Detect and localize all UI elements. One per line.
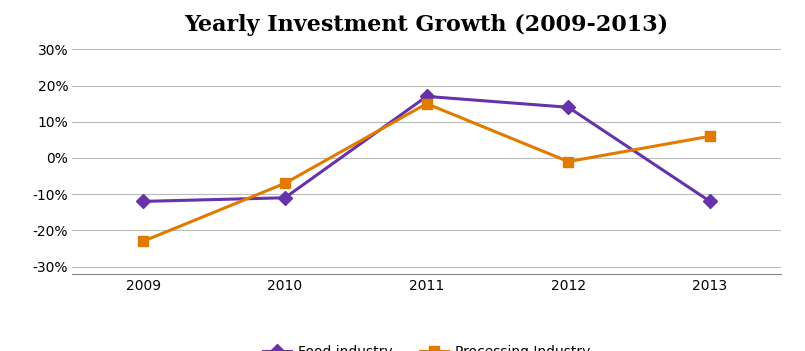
Legend: Food industry, Processing Industry: Food industry, Processing Industry [258,339,596,351]
Title: Yearly Investment Growth (2009-2013): Yearly Investment Growth (2009-2013) [184,14,669,36]
